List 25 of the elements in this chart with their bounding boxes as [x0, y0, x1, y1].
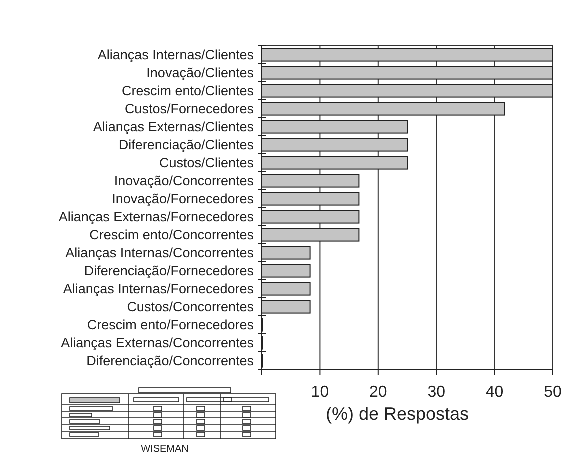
y-tick-label: Diferenciação/Fornecedores — [84, 264, 254, 278]
y-tick-label: Diferenciação/Concorrentes — [86, 354, 254, 368]
y-tick-label: Alianças Internas/Concorrentes — [66, 246, 254, 260]
y-tick-label: Alianças Internas/Fornecedores — [63, 282, 254, 296]
y-tick-label: Alianças Externas/Clientes — [93, 120, 254, 134]
y-tick-label: Inovação/Fornecedores — [112, 192, 254, 206]
y-tick-label: Custos/Concorrentes — [127, 300, 254, 314]
y-tick-label: Alianças Externas/Fornecedores — [58, 210, 254, 224]
y-tick-label: Inovação/Concorrentes — [114, 174, 254, 188]
x-tick-label: 40 — [486, 384, 504, 401]
y-tick-label: Crescim ento/Clientes — [122, 84, 254, 98]
x-tick-label: 10 — [311, 384, 330, 401]
y-tick-label: Crescim ento/Fornecedores — [87, 318, 254, 332]
x-tick-label: 50 — [544, 384, 562, 401]
x-tick-label: 30 — [428, 384, 446, 401]
y-tick-label: Custos/Clientes — [159, 156, 254, 170]
y-tick-label: Alianças Internas/Clientes — [98, 48, 254, 62]
x-tick-label: 20 — [370, 384, 388, 401]
x-axis-title: (%) de Respostas — [326, 404, 470, 424]
y-tick-label: Custos/Fornecedores — [124, 102, 254, 116]
y-tick-label: Inovação/Clientes — [146, 66, 254, 80]
y-tick-label: Alianças Externas/Concorrentes — [61, 336, 254, 350]
y-tick-label: Diferenciação/Clientes — [118, 138, 254, 152]
text: WISEMAN — [141, 444, 189, 455]
y-tick-label: Crescim ento/Concorrentes — [90, 228, 254, 242]
